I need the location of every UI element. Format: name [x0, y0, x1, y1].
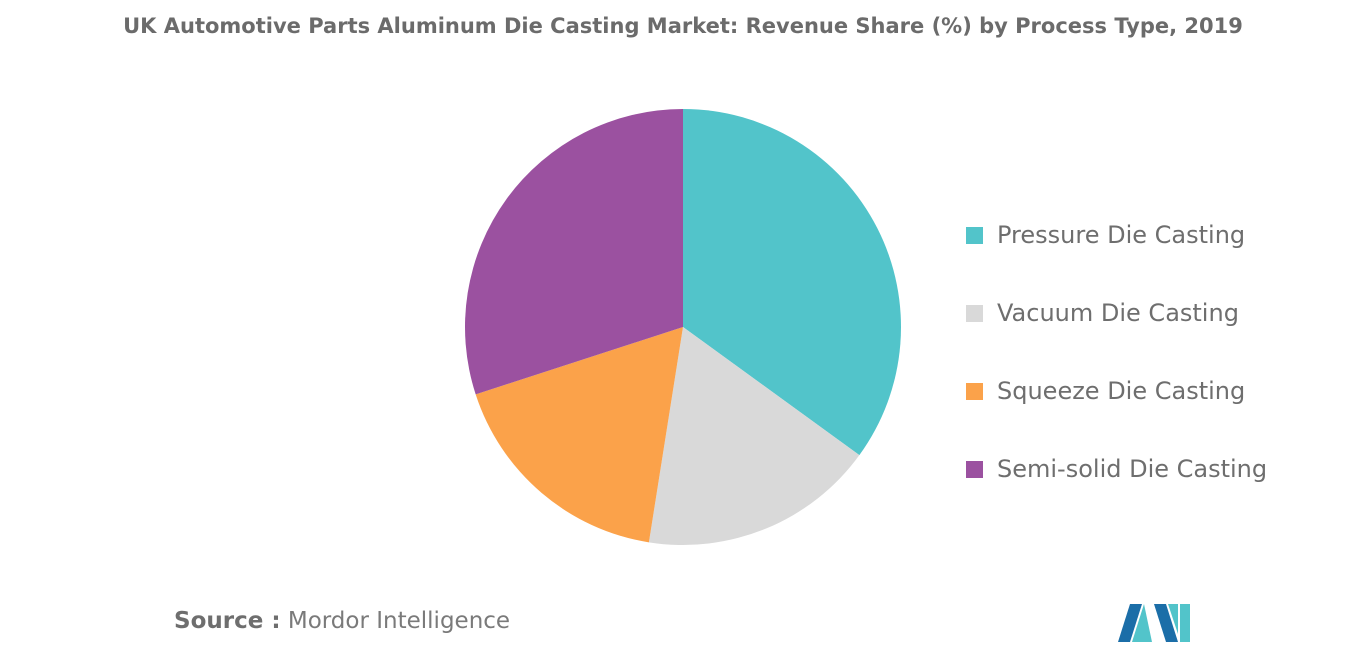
source-text: Mordor Intelligence — [287, 608, 511, 634]
legend-swatch — [966, 460, 983, 478]
legend-label: Pressure Die Casting — [997, 221, 1246, 249]
pie-slice-semi-solid-die-casting — [465, 109, 683, 395]
pie-slice-squeeze-die-casting — [475, 327, 683, 543]
legend-swatch — [966, 304, 983, 322]
source-note: Source : Mordor Intelligence — [174, 608, 510, 634]
legend-swatch — [966, 226, 983, 244]
mordor-intelligence-logo — [1118, 604, 1190, 642]
pie-slice-pressure-die-casting — [683, 109, 901, 456]
chart-title: UK Automotive Parts Aluminum Die Casting… — [123, 14, 1243, 38]
legend-item: Vacuum Die Casting — [966, 274, 1267, 352]
legend-label: Semi-solid Die Casting — [997, 455, 1268, 483]
legend-item: Semi-solid Die Casting — [966, 430, 1267, 508]
source-label: Source : — [174, 608, 281, 634]
legend-item: Squeeze Die Casting — [966, 352, 1267, 430]
pie-slice-vacuum-die-casting — [648, 327, 860, 545]
legend-label: Vacuum Die Casting — [997, 299, 1239, 327]
legend-item: Pressure Die Casting — [966, 196, 1267, 274]
legend: Pressure Die Casting Vacuum Die Casting … — [966, 196, 1267, 508]
legend-label: Squeeze Die Casting — [997, 377, 1246, 405]
legend-swatch — [966, 382, 983, 400]
